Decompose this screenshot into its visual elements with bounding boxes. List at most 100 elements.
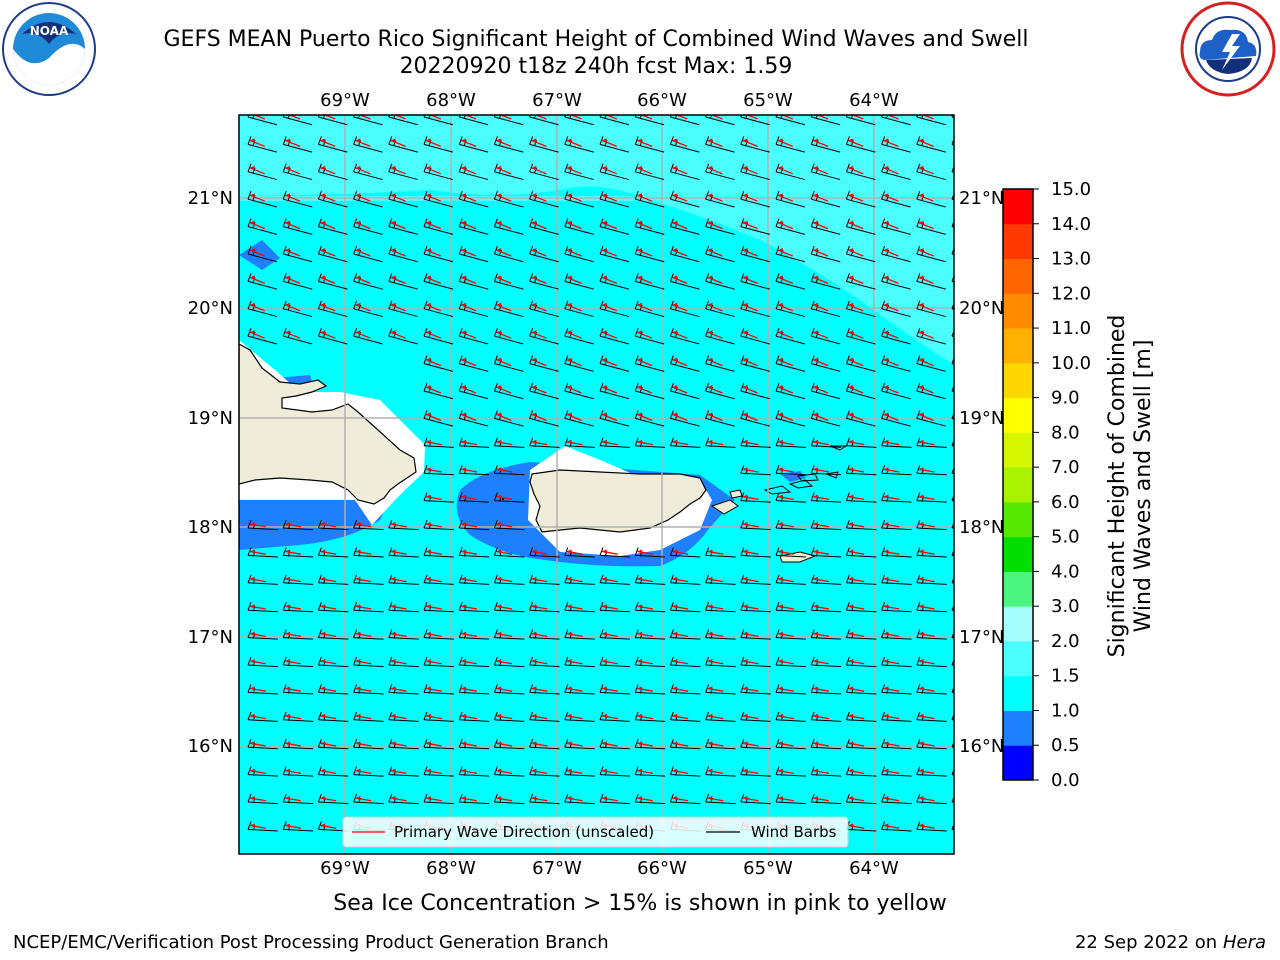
wave-arrow [883,522,900,528]
wind-barb [916,245,946,263]
wave-arrow [249,522,266,528]
wave-arrow [496,302,512,312]
colorbar-cells [1003,189,1033,781]
wave-arrow [777,439,794,446]
wind-barb [423,328,454,345]
wind-barb [740,163,770,181]
wave-arrow [812,138,829,147]
wind-barb [458,191,489,208]
wave-arrow [883,138,899,147]
wave-arrow [953,387,954,388]
wave-arrow [355,768,372,775]
wave-arrow [637,741,654,747]
wind-barb [705,163,735,181]
colorbar-cell [1003,536,1033,572]
wind-barb [599,355,630,372]
colorbar-cell [1003,571,1033,607]
wave-arrow [355,220,371,230]
wave-arrow [285,768,302,775]
wave-arrow [425,385,442,394]
wave-arrow [566,412,582,421]
wave-arrow [883,631,900,638]
wind-barb [740,328,770,345]
wave-arrow [566,741,583,747]
wave-arrow [601,439,618,446]
wave-arrow [425,741,442,747]
land-hispaniola [239,343,417,505]
wind-barb [951,274,954,283]
wave-arrow [496,193,512,202]
wave-arrow [531,302,547,312]
wind-barb [353,163,383,181]
wave-arrow [707,631,724,638]
wave-arrow [672,275,688,284]
wave-arrow [707,330,723,339]
wave-arrow [284,220,301,230]
legend-wind-barbs: Wind Barbs [751,823,837,841]
colorbar-tick-label: 15.0 [1051,179,1091,200]
wind-barb [810,218,841,235]
wind-barb [951,767,954,776]
wave-arrow [601,220,618,230]
wave-arrow [425,248,442,257]
wave-arrow [707,796,724,802]
wind-barb [916,300,946,318]
wind-barb [423,382,454,400]
wave-arrow [637,549,654,555]
wind-barb [951,713,954,721]
wind-barb [458,328,489,345]
wave-arrow [320,741,337,747]
colorbar-cell [1003,501,1033,538]
wind-barb [317,218,348,235]
wave-arrow [953,551,954,553]
wind-barb [564,191,594,208]
wave-arrow [390,220,406,230]
colorbar: 0.0 0.5 1.0 1.5 2.0 3.0 4.0 5.0 6.0 7.0 8.0 9.0 10.0… [1002,179,1156,791]
wave-arrow [953,250,954,251]
wave-arrow [390,659,407,665]
wind-barb [493,300,524,318]
wave-arrow [355,741,372,747]
wave-arrow [742,385,758,394]
wave-arrow [496,439,513,446]
wind-barb [881,355,911,372]
wave-arrow [390,796,407,802]
wave-arrow [285,713,302,720]
wave-arrow [883,275,899,284]
wave-arrow [848,659,865,665]
wave-arrow [777,302,794,312]
colorbar-tick-label: 13.0 [1051,249,1091,270]
wave-arrow [320,549,337,555]
wind-barb [705,191,735,208]
wave-arrow [355,659,372,665]
wave-arrow [742,275,758,284]
footer-host: Hera [1222,932,1266,953]
wave-arrow [777,357,794,367]
wave-arrow [355,549,372,555]
wave-arrow [425,165,442,175]
lon-label: 64°W [849,90,899,111]
wind-barb [845,163,876,181]
wave-arrow [707,275,723,284]
figure-title-line1: GEFS MEAN Puerto Rico Significant Height… [163,27,1029,52]
wave-arrow [848,220,864,230]
wind-barb [951,822,954,831]
wind-barb [423,273,454,290]
wave-arrow [918,686,935,692]
wave-arrow [249,604,266,610]
wave-arrow [812,248,829,257]
wave-arrow [320,193,336,202]
wave-arrow [285,549,302,555]
wave-arrow [672,631,689,638]
wave-arrow [918,823,935,829]
wave-arrow [812,412,829,421]
wave-arrow [953,688,954,690]
wind-barb [529,273,559,290]
wind-barb [388,273,418,290]
wind-barb [247,328,278,345]
wave-arrow [531,549,548,555]
wave-arrow [284,275,301,284]
wind-barb [845,218,876,235]
wave-arrow [531,220,547,230]
wind-barb [423,245,454,263]
